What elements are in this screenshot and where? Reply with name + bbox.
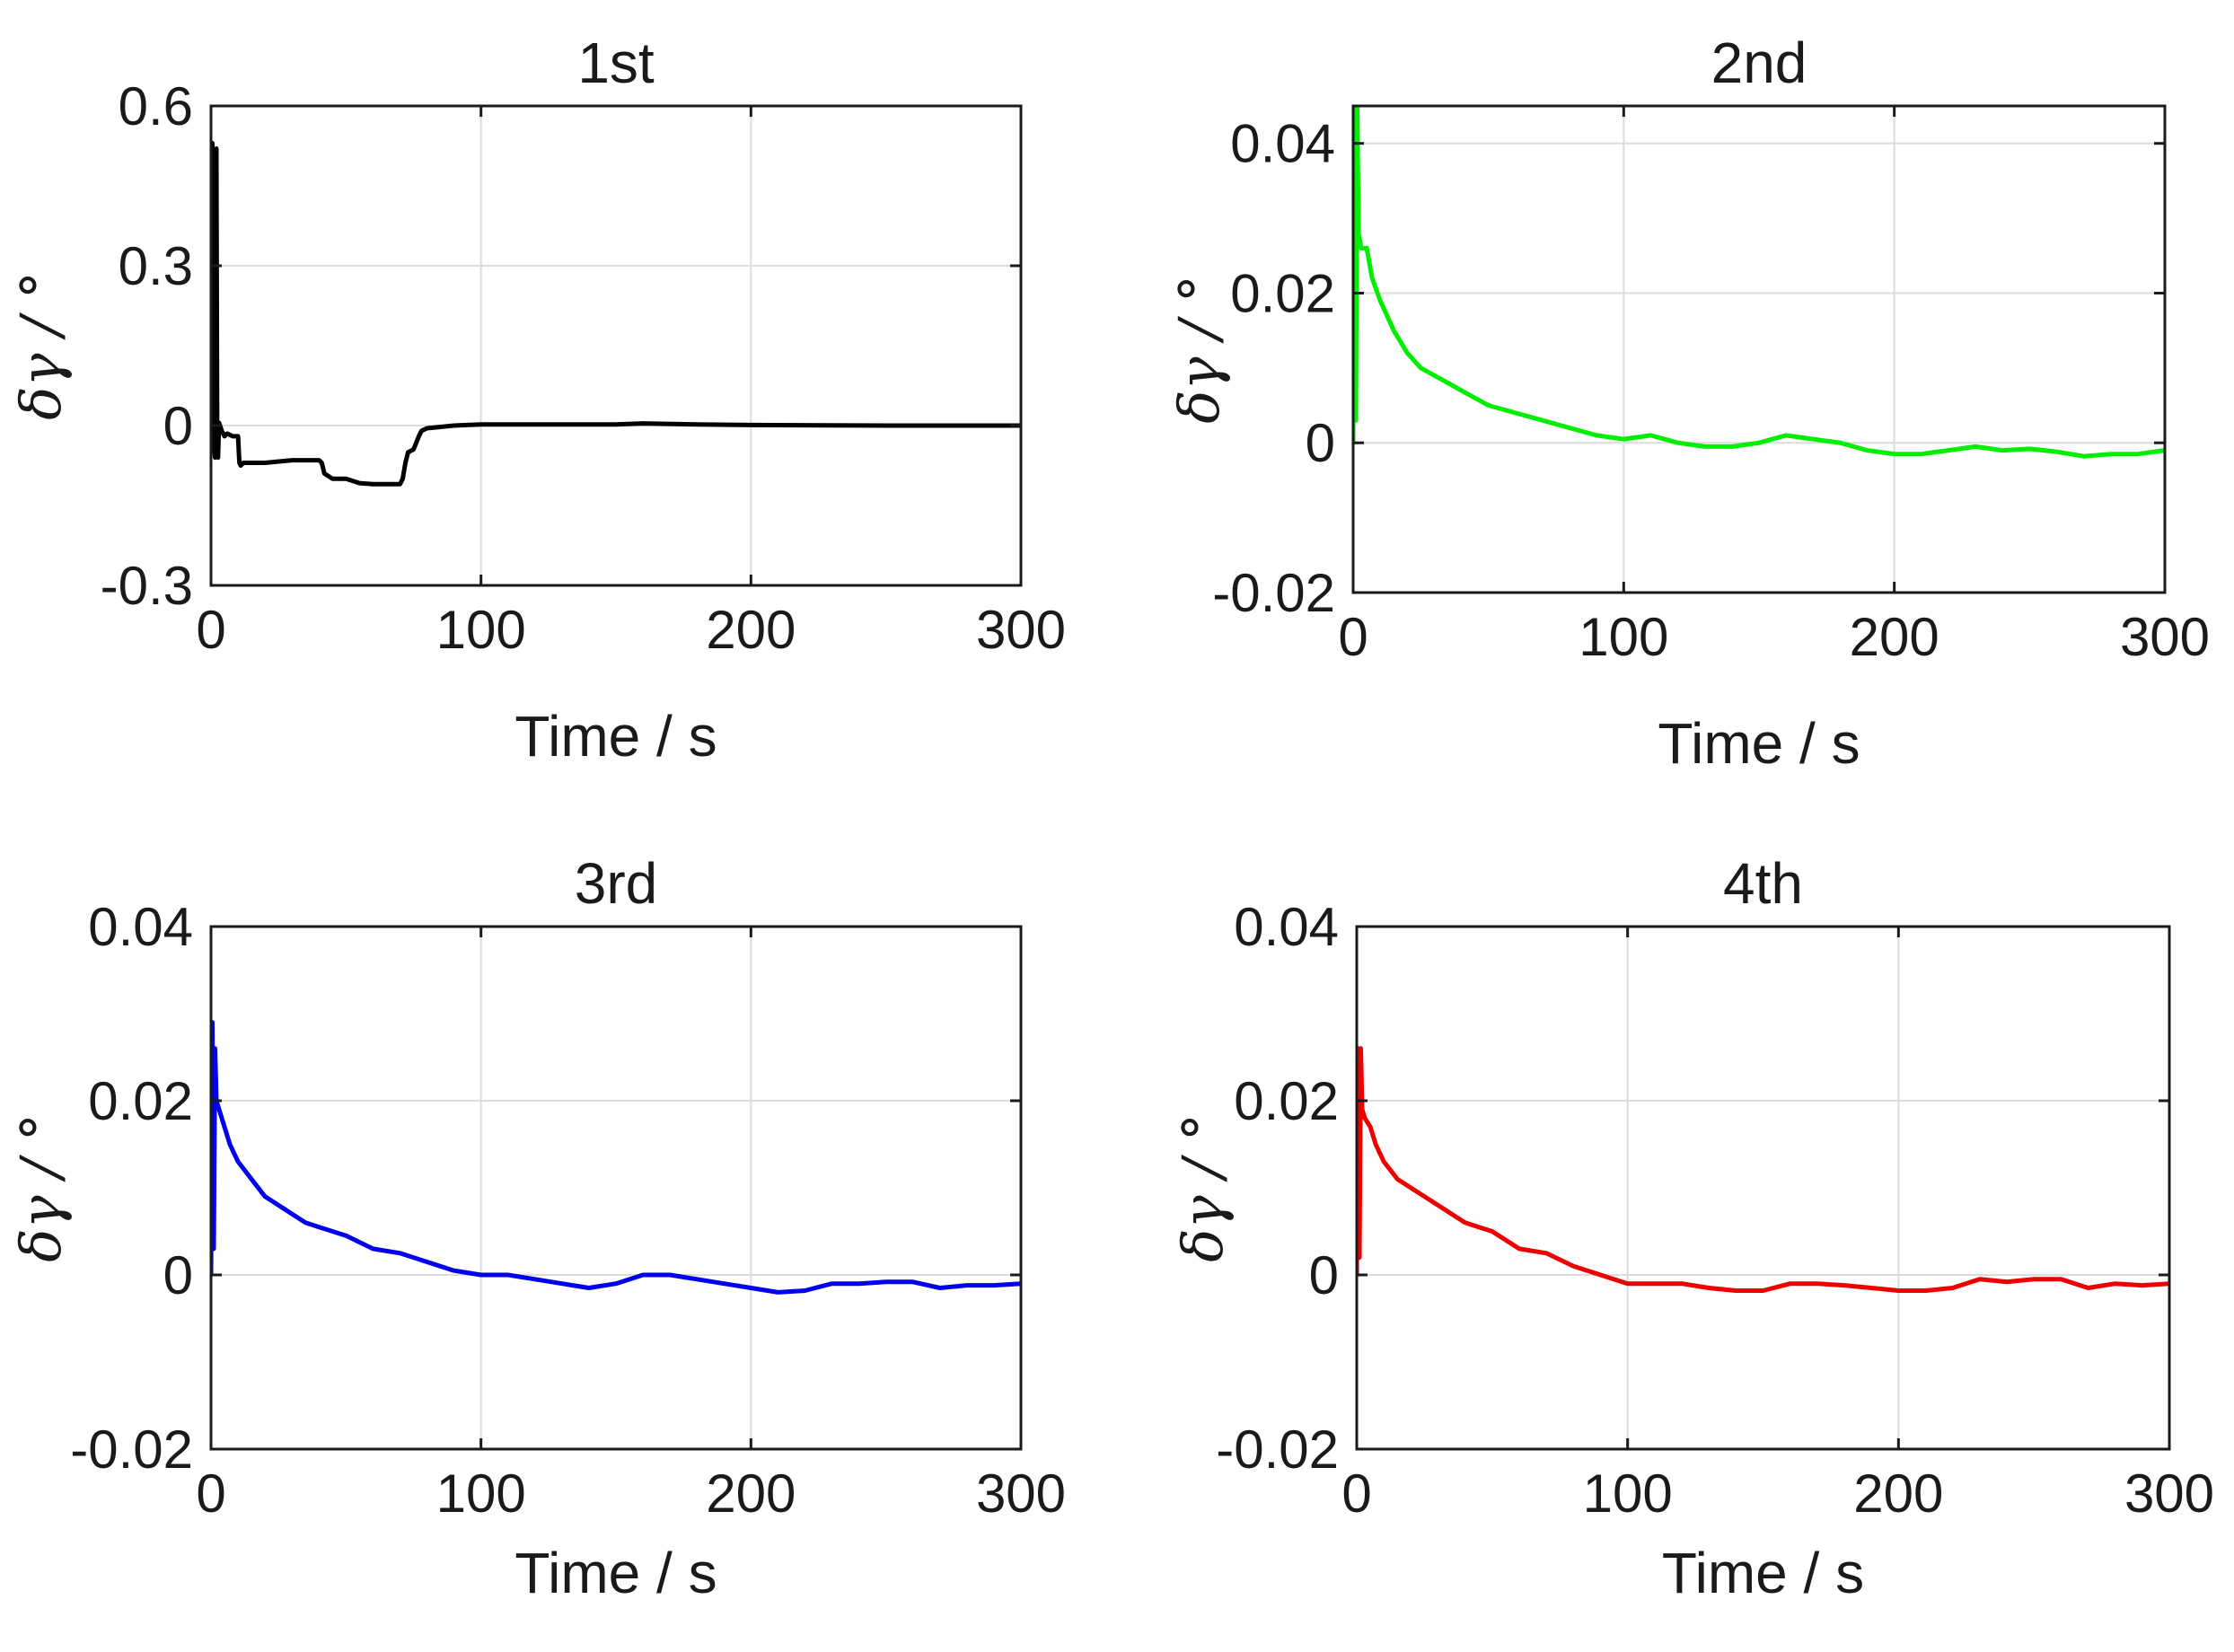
y-tick-label: -0.02 <box>1212 563 1335 623</box>
x-tick-label: 100 <box>436 600 526 660</box>
x-tick-label: 300 <box>2120 607 2210 667</box>
x-axis-label: Time / s <box>1662 1541 1864 1605</box>
plot-frame <box>1351 104 2167 594</box>
x-tick-label: 100 <box>436 1463 526 1524</box>
y-tick-label: 0.3 <box>119 236 193 296</box>
y-axis-label: δγ / ° <box>8 1113 74 1262</box>
y-tick-label: 0.02 <box>1234 1071 1339 1131</box>
plot-frame <box>1355 925 2171 1451</box>
plot-frame <box>209 925 1023 1451</box>
y-tick-label: -0.02 <box>70 1419 193 1480</box>
x-tick-label: 0 <box>1341 1463 1371 1524</box>
y-tick-label: -0.02 <box>1216 1419 1339 1480</box>
y-axis-label: δγ / ° <box>8 271 74 420</box>
y-tick-label: 0.02 <box>1230 263 1335 323</box>
y-tick-label: 0.02 <box>88 1071 193 1131</box>
x-tick-label: 0 <box>1338 607 1368 667</box>
x-axis-label: Time / s <box>1658 711 1860 776</box>
x-tick-label: 100 <box>1583 1463 1673 1524</box>
x-tick-label: 200 <box>1853 1463 1943 1524</box>
subplot-title: 1st <box>577 31 655 95</box>
subplot-title: 3rd <box>575 851 658 916</box>
x-tick-label: 100 <box>1579 607 1668 667</box>
x-tick-label: 200 <box>706 1463 796 1524</box>
x-tick-label: 0 <box>196 600 225 660</box>
x-tick-label: 300 <box>976 1463 1066 1524</box>
y-tick-label: -0.3 <box>101 556 193 616</box>
series-line-4th <box>1357 1046 2169 1293</box>
series-line-2nd <box>1353 106 2165 459</box>
x-tick-label: 300 <box>2124 1463 2214 1524</box>
x-axis-label: Time / s <box>515 1541 717 1605</box>
y-axis-label: δγ / ° <box>1166 275 1232 424</box>
y-tick-label: 0.6 <box>119 76 193 136</box>
x-axis-label: Time / s <box>515 704 717 769</box>
y-tick-label: 0.04 <box>1234 897 1339 957</box>
x-tick-label: 0 <box>196 1463 225 1524</box>
plot-frame <box>209 104 1023 587</box>
subplot-title: 2nd <box>1711 31 1807 95</box>
series-line-3rd <box>211 1020 1021 1295</box>
y-tick-label: 0 <box>1309 1245 1339 1305</box>
y-tick-label: 0.04 <box>1230 114 1335 174</box>
y-tick-label: 0 <box>163 396 193 456</box>
y-tick-label: 0 <box>1306 413 1335 473</box>
y-tick-label: 0.04 <box>88 897 193 957</box>
x-tick-label: 200 <box>1850 607 1939 667</box>
x-tick-label: 300 <box>976 600 1066 660</box>
series-line-1st <box>211 141 1021 487</box>
y-axis-label: δγ / ° <box>1170 1113 1236 1262</box>
y-tick-label: 0 <box>163 1245 193 1305</box>
subplot-title: 4th <box>1723 851 1803 916</box>
x-tick-label: 200 <box>706 600 796 660</box>
